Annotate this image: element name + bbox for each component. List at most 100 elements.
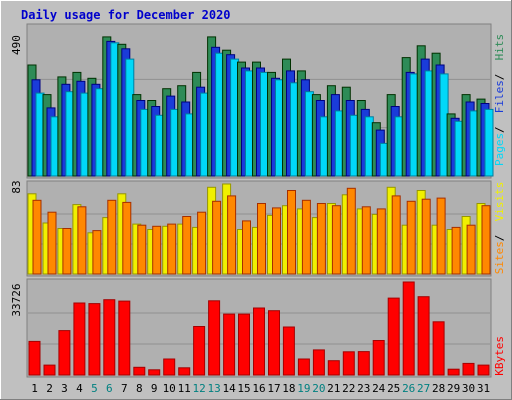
bar-kbytes-day-27 (417, 296, 430, 376)
day-label-22: 22 (342, 382, 355, 395)
bar-kbytes-day-16 (253, 307, 265, 376)
legend-separator: / (493, 235, 506, 242)
day-label-5: 5 (91, 382, 98, 395)
bar-kbytes-day-8 (133, 366, 146, 376)
bar-sites-day-19 (301, 199, 311, 275)
day-label-20: 20 (312, 382, 325, 395)
legend-panel-2: KBytes (493, 336, 506, 376)
day-label-23: 23 (357, 382, 370, 395)
bar-kbytes-day-3 (58, 330, 71, 376)
bar-sites-day-18 (287, 190, 296, 275)
legend-panel-1: Sites / Visits (493, 182, 506, 275)
bar-sites-day-11 (182, 216, 192, 275)
bar-sites-day-5 (92, 230, 102, 275)
legend-kbytes: KBytes (493, 336, 506, 376)
bar-sites-day-2 (47, 211, 57, 275)
legend-panel-0: Pages / Files / Hits (493, 34, 506, 166)
legend-sites: Sites (493, 241, 506, 274)
bar-kbytes-day-7 (118, 300, 131, 376)
day-label-24: 24 (372, 382, 386, 395)
bar-kbytes-day-31 (477, 364, 490, 376)
day-label-6: 6 (106, 382, 113, 395)
bar-sites-day-21 (331, 205, 341, 275)
bar-sites-day-30 (466, 224, 476, 275)
bar-sites-day-26 (406, 200, 416, 275)
day-label-14: 14 (222, 382, 236, 395)
bar-kbytes-day-11 (178, 367, 191, 376)
bar-kbytes-day-17 (268, 310, 280, 376)
bar-sites-day-22 (346, 187, 356, 275)
bar-kbytes-day-23 (357, 351, 370, 376)
day-label-1: 1 (31, 382, 38, 395)
day-label-10: 10 (163, 382, 176, 395)
bar-kbytes-day-20 (312, 349, 325, 376)
bar-kbytes-day-5 (88, 303, 101, 376)
bar-sites-day-10 (167, 223, 177, 275)
legend-visits: Visits (493, 182, 506, 222)
day-label-12: 12 (192, 382, 205, 395)
legend-files: Files (493, 80, 506, 113)
bar-sites-day-7 (122, 201, 132, 275)
bar-sites-day-8 (137, 224, 147, 275)
bar-sites-day-17 (272, 207, 281, 275)
bar-kbytes-day-25 (387, 297, 400, 376)
bottom-panel-max-label: 33726 (10, 283, 23, 316)
bar-kbytes-day-14 (223, 313, 236, 376)
bar-kbytes-day-15 (238, 313, 250, 376)
day-label-9: 9 (151, 382, 158, 395)
chart-bars (27, 36, 494, 376)
day-label-28: 28 (432, 382, 445, 395)
bar-kbytes-day-2 (43, 364, 56, 376)
bar-kbytes-day-28 (432, 321, 445, 376)
bar-kbytes-day-21 (327, 360, 340, 376)
day-label-27: 27 (417, 382, 430, 395)
day-label-29: 29 (447, 382, 460, 395)
bar-sites-day-25 (391, 195, 401, 275)
bar-kbytes-day-13 (208, 300, 221, 376)
day-label-16: 16 (252, 382, 265, 395)
bar-sites-day-12 (197, 211, 207, 275)
bar-pages-day-31 (484, 108, 494, 177)
bar-sites-day-29 (451, 226, 461, 275)
legend-pages: Pages (493, 133, 506, 166)
bar-sites-day-6 (107, 199, 117, 275)
day-label-3: 3 (61, 382, 68, 395)
legends: Pages / Files / Hits Sites / Visits KBytes (493, 34, 506, 376)
day-label-4: 4 (76, 382, 83, 395)
bar-sites-day-23 (361, 206, 371, 275)
day-label-2: 2 (46, 382, 53, 395)
bar-kbytes-day-10 (163, 358, 176, 376)
day-label-30: 30 (462, 382, 475, 395)
day-label-25: 25 (387, 382, 400, 395)
bar-sites-day-9 (152, 225, 162, 275)
bar-kbytes-day-6 (103, 299, 116, 376)
chart-title: Daily usage for December 2020 (21, 8, 231, 22)
bar-sites-day-4 (77, 206, 87, 275)
bar-kbytes-day-26 (402, 281, 415, 376)
day-label-13: 13 (207, 382, 220, 395)
day-label-31: 31 (477, 382, 490, 395)
legend-separator: / (493, 126, 506, 133)
bar-sites-day-27 (421, 198, 431, 275)
bar-sites-day-3 (62, 228, 72, 275)
day-label-26: 26 (402, 382, 415, 395)
day-label-17: 17 (267, 382, 280, 395)
bar-kbytes-day-22 (342, 351, 355, 376)
day-label-11: 11 (178, 382, 191, 395)
bar-kbytes-day-12 (193, 326, 206, 376)
bar-kbytes-day-29 (447, 368, 460, 376)
day-label-19: 19 (297, 382, 310, 395)
day-label-8: 8 (136, 382, 143, 395)
bar-sites-day-16 (257, 203, 266, 275)
bar-kbytes-day-24 (372, 340, 385, 376)
bar-kbytes-day-30 (462, 362, 475, 376)
bar-kbytes-day-1 (28, 340, 41, 376)
bar-sites-day-13 (212, 200, 222, 275)
top-panel-max-label: 490 (10, 35, 23, 55)
legend-separator: / (493, 74, 506, 81)
bar-sites-day-28 (436, 197, 446, 275)
bar-kbytes-day-19 (297, 358, 310, 376)
day-label-21: 21 (327, 382, 340, 395)
